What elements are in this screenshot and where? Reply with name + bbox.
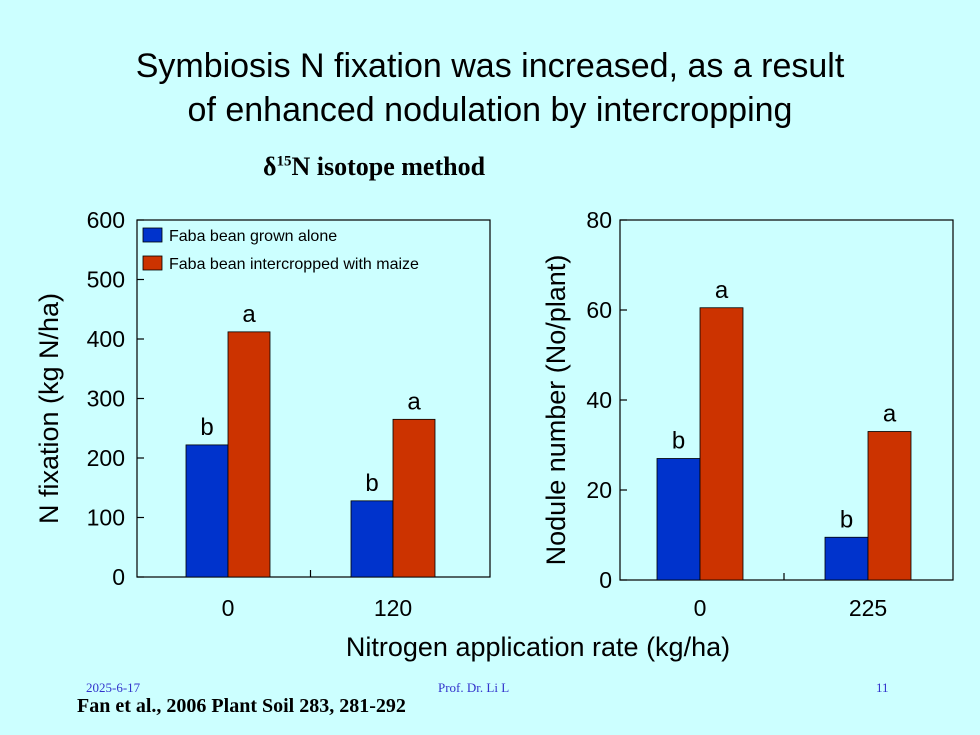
chart1-ytick-label: 0 bbox=[112, 564, 125, 590]
chart1-ytick-label: 300 bbox=[87, 386, 125, 412]
chart2-significance-letter: b bbox=[672, 428, 685, 455]
method-label: δ15N isotope method bbox=[263, 152, 485, 182]
method-text: N isotope method bbox=[291, 152, 486, 181]
chart1-ytick-label: 200 bbox=[87, 445, 125, 471]
shared-x-axis-label: Nitrogen application rate (kg/ha) bbox=[345, 632, 731, 662]
delta-symbol: δ bbox=[263, 152, 277, 181]
chart1-category-label: 0 bbox=[222, 595, 235, 621]
title-line-2: of enhanced nodulation by intercropping bbox=[187, 91, 793, 129]
legend-swatch-1 bbox=[142, 227, 163, 243]
legend-swatch-2 bbox=[142, 255, 163, 271]
slide-title: Symbiosis N fixation was increased, as a… bbox=[0, 44, 980, 132]
chart1-significance-letter: a bbox=[407, 388, 421, 415]
chart2-ytick-label: 40 bbox=[586, 387, 612, 413]
chart2-category-label: 225 bbox=[849, 595, 887, 621]
legend-label-1: Faba bean grown alone bbox=[169, 228, 337, 245]
chart2-bar bbox=[824, 536, 869, 581]
citation: Fan et al., 2006 Plant Soil 283, 281-292 bbox=[77, 695, 406, 717]
chart1-ytick-label: 500 bbox=[87, 267, 125, 293]
footer-date: 2025-6-17 bbox=[86, 680, 141, 695]
chart1-bar bbox=[185, 444, 229, 578]
chart1-bar bbox=[227, 331, 271, 578]
chart2-bar bbox=[656, 458, 701, 581]
chart1-significance-letter: b bbox=[365, 470, 378, 497]
chart2-significance-letter: b bbox=[840, 506, 853, 533]
chart2-y-axis-label: Nodule number (No/plant) bbox=[541, 255, 571, 566]
legend-label-2: Faba bean intercropped with maize bbox=[169, 256, 419, 273]
chart2-significance-letter: a bbox=[883, 401, 897, 428]
chart2-bar bbox=[699, 307, 744, 581]
footer-author: Prof. Dr. Li L bbox=[438, 680, 510, 695]
chart1-ytick-label: 600 bbox=[87, 207, 125, 233]
chart2-ytick-label: 20 bbox=[586, 477, 612, 503]
title-line-1: Symbiosis N fixation was increased, as a… bbox=[135, 47, 845, 85]
chart1-y-axis-label: N fixation (kg N/ha) bbox=[34, 293, 64, 524]
chart1-ytick-label: 400 bbox=[87, 326, 125, 352]
chart2-bar bbox=[867, 431, 912, 581]
isotope-superscript: 15 bbox=[276, 153, 292, 170]
chart2-ytick-label: 60 bbox=[586, 297, 612, 323]
chart1-bar bbox=[350, 500, 394, 578]
footer-page-number: 11 bbox=[876, 680, 889, 695]
chart2-category-label: 0 bbox=[694, 595, 707, 621]
chart2-ytick-label: 0 bbox=[599, 567, 612, 593]
chart2-ytick-label: 80 bbox=[586, 207, 612, 233]
chart1-bar bbox=[392, 418, 436, 578]
chart1-significance-letter: a bbox=[242, 301, 256, 328]
chart1-category-label: 120 bbox=[374, 595, 412, 621]
chart1-ytick-label: 100 bbox=[87, 505, 125, 531]
chart2-significance-letter: a bbox=[715, 277, 729, 304]
chart1-significance-letter: b bbox=[200, 414, 213, 441]
